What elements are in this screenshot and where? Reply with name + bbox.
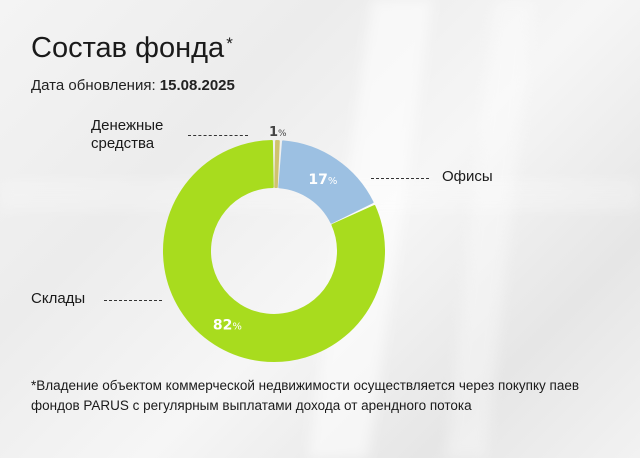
donut-value-labels: 1% 17% 82% (213, 125, 338, 333)
label-cash-line2: средства (91, 135, 155, 152)
label-warehouses: Склады (31, 290, 86, 307)
label-offices: Офисы (442, 168, 493, 185)
page-title-text: Состав фонда (31, 32, 225, 64)
title-footnote-mark: * (226, 34, 233, 53)
slice-offices (278, 140, 374, 224)
page-title: Состав фонда * (31, 30, 233, 66)
label-cash-line1: Денежные (91, 117, 164, 134)
leader-line-cash (188, 135, 248, 136)
update-date: Дата обновления: 15.08.2025 (31, 76, 235, 96)
footnote: *Владение объектом коммерческой недвижим… (31, 378, 580, 413)
label-cash: Денежные средства (91, 117, 163, 153)
value-label-warehouses: 82% (213, 317, 242, 333)
leader-line-warehouses (104, 300, 162, 301)
update-date-label: Дата обновления: (31, 77, 156, 94)
slice-warehouses (163, 140, 385, 362)
value-label-offices: 17% (308, 172, 337, 188)
donut-slices (163, 140, 385, 362)
slice-cash (274, 140, 280, 189)
update-date-value: 15.08.2025 (159, 77, 235, 94)
leader-line-offices (371, 178, 429, 179)
value-label-cash: 1% (269, 125, 287, 140)
